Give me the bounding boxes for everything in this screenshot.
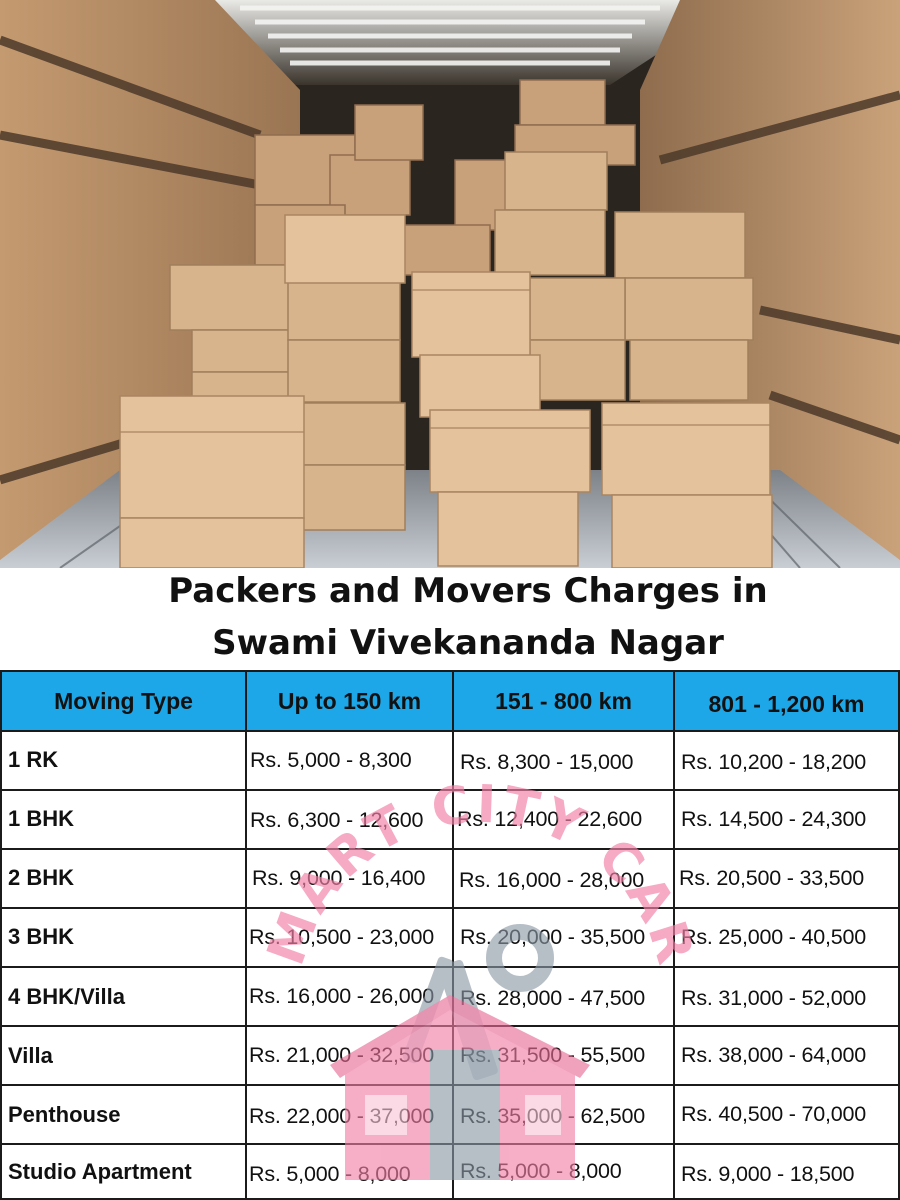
row-villa-type: Villa [0, 1025, 247, 1086]
row-3bhk-type: 3 BHK [0, 907, 247, 968]
moving-type: Studio Apartment [8, 1158, 192, 1184]
price-table: Moving Type Up to 150 km 151 - 800 km 80… [0, 670, 900, 1200]
moving-type: Penthouse [8, 1101, 121, 1127]
price-range: Rs. 6,300 - 12,600 [250, 808, 424, 832]
row-penthouse-801-1200: Rs. 40,500 - 70,000 [673, 1084, 900, 1145]
header-label: Moving Type [54, 687, 193, 714]
row-4bhk-villa-type: 4 BHK/Villa [0, 966, 247, 1027]
header-label: 801 - 1,200 km [708, 690, 865, 717]
hero-photo [0, 0, 900, 568]
price-range: Rs. 5,000 - 8,300 [250, 748, 412, 772]
row-studio-apartment-151-800: Rs. 5,000 - 8,000 [452, 1143, 675, 1200]
moving-type: 4 BHK/Villa [8, 984, 125, 1009]
row-2bhk-type: 2 BHK [0, 848, 247, 909]
page-title: Packers and Movers Charges in Swami Vive… [0, 566, 900, 668]
row-2bhk-801-1200: Rs. 20,500 - 33,500 [673, 848, 900, 909]
price-range: Rs. 21,000 - 32,500 [249, 1043, 435, 1067]
price-range: Rs. 8,300 - 15,000 [460, 750, 634, 774]
price-range: Rs. 40,500 - 70,000 [681, 1102, 867, 1126]
price-range: Rs. 9,000 - 18,500 [681, 1162, 855, 1186]
row-penthouse-151-800: Rs. 35,000 - 62,500 [452, 1084, 675, 1145]
price-range: Rs. 31,500 - 55,500 [460, 1043, 646, 1067]
row-villa-151-800: Rs. 31,500 - 55,500 [452, 1025, 675, 1086]
price-range: Rs. 10,500 - 23,000 [249, 925, 435, 949]
price-range: Rs. 38,000 - 64,000 [681, 1043, 867, 1067]
row-4bhk-villa-151-800: Rs. 28,000 - 47,500 [452, 966, 675, 1027]
row-studio-apartment-type: Studio Apartment [0, 1143, 247, 1200]
row-3bhk-801-1200: Rs. 25,000 - 40,500 [673, 907, 900, 968]
row-4bhk-villa-801-1200: Rs. 31,000 - 52,000 [673, 966, 900, 1027]
header-moving-type: Moving Type [0, 670, 247, 732]
price-range: Rs. 9,000 - 16,400 [252, 866, 426, 890]
price-range: Rs. 14,500 - 24,300 [681, 807, 867, 831]
moving-type: Villa [8, 1042, 53, 1068]
price-range: Rs. 25,000 - 40,500 [681, 925, 867, 949]
price-range: Rs. 12,400 - 22,600 [457, 807, 643, 831]
header-up-to-150-km: Up to 150 km [245, 670, 454, 732]
row-1rk-801-1200: Rs. 10,200 - 18,200 [673, 730, 900, 791]
row-1rk-type: 1 RK [0, 730, 247, 791]
price-range: Rs. 31,000 - 52,000 [681, 986, 867, 1010]
page-title-line-1: Packers and Movers Charges in [168, 571, 768, 611]
row-3bhk-151-800: Rs. 20,000 - 35,500 [452, 907, 675, 968]
price-range: Rs. 10,200 - 18,200 [681, 750, 867, 774]
price-range: Rs. 5,000 - 8,000 [249, 1162, 411, 1186]
row-1bhk-801-1200: Rs. 14,500 - 24,300 [673, 789, 900, 850]
header-label: 151 - 800 km [495, 687, 632, 714]
row-penthouse-type: Penthouse [0, 1084, 247, 1145]
page-title-line-2: Swami Vivekananda Nagar [212, 623, 724, 663]
moving-type: 1 RK [8, 747, 59, 772]
row-villa-up-to-150: Rs. 21,000 - 32,500 [245, 1025, 454, 1086]
price-range: Rs. 35,000 - 62,500 [460, 1104, 646, 1128]
row-1bhk-up-to-150: Rs. 6,300 - 12,600 [245, 789, 454, 850]
row-1bhk-type: 1 BHK [0, 789, 247, 850]
price-range: Rs. 20,000 - 35,500 [460, 925, 646, 949]
header-151-800-km: 151 - 800 km [452, 670, 675, 732]
row-2bhk-151-800: Rs. 16,000 - 28,000 [452, 848, 675, 909]
moving-type: 3 BHK [8, 924, 75, 949]
price-range: Rs. 16,000 - 28,000 [459, 868, 645, 892]
row-studio-apartment-up-to-150: Rs. 5,000 - 8,000 [245, 1143, 454, 1200]
price-range: Rs. 5,000 - 8,000 [460, 1159, 622, 1183]
price-range: Rs. 22,000 - 37,000 [249, 1104, 435, 1128]
header-label: Up to 150 km [277, 687, 422, 714]
price-range: Rs. 16,000 - 26,000 [249, 984, 435, 1008]
row-2bhk-up-to-150: Rs. 9,000 - 16,400 [245, 848, 454, 909]
row-3bhk-up-to-150: Rs. 10,500 - 23,000 [245, 907, 454, 968]
moving-type: 1 BHK [8, 806, 75, 831]
row-studio-apartment-801-1200: Rs. 9,000 - 18,500 [673, 1143, 900, 1200]
price-range: Rs. 20,500 - 33,500 [679, 866, 865, 890]
row-4bhk-villa-up-to-150: Rs. 16,000 - 26,000 [245, 966, 454, 1027]
moving-type: 2 BHK [8, 865, 75, 890]
truck-interior-boxes-illustration [0, 0, 900, 568]
row-villa-801-1200: Rs. 38,000 - 64,000 [673, 1025, 900, 1086]
row-1bhk-151-800: Rs. 12,400 - 22,600 [452, 789, 675, 850]
header-801-1200-km: 801 - 1,200 km [673, 670, 900, 732]
row-1rk-151-800: Rs. 8,300 - 15,000 [452, 730, 675, 791]
price-range: Rs. 28,000 - 47,500 [460, 986, 646, 1010]
row-penthouse-up-to-150: Rs. 22,000 - 37,000 [245, 1084, 454, 1145]
row-1rk-up-to-150: Rs. 5,000 - 8,300 [245, 730, 454, 791]
